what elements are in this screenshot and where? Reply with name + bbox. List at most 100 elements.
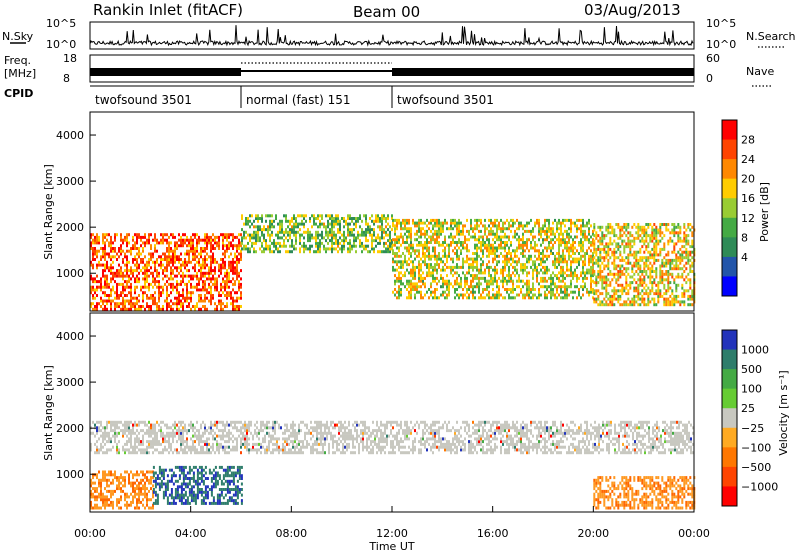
- scatter-cell: [160, 485, 163, 489]
- scatter-cell: [142, 285, 144, 289]
- scatter-cell: [546, 235, 548, 239]
- scatter-cell: [196, 249, 198, 253]
- scatter-cell: [212, 233, 214, 237]
- scatter-cell: [132, 238, 134, 242]
- scatter-cell: [287, 239, 289, 243]
- freq-unit: [MHz]: [4, 67, 36, 80]
- scatter-cell: [412, 285, 414, 289]
- scatter-cell: [295, 247, 297, 251]
- scatter-cell: [422, 252, 424, 255]
- scatter-cell: [335, 222, 337, 226]
- scatter-cell: [206, 490, 209, 494]
- scatter-cell: [627, 272, 630, 276]
- scatter-cell: [504, 235, 506, 239]
- scatter-cell: [482, 249, 484, 253]
- scatter-cell: [118, 448, 120, 452]
- scatter-cell: [556, 238, 558, 242]
- scatter-cell: [176, 496, 179, 500]
- scatter-cell: [202, 260, 204, 264]
- scatter-cell: [184, 260, 186, 264]
- scatter-cell: [466, 243, 468, 247]
- scatter-cell: [218, 235, 220, 239]
- scatter-cell: [548, 235, 550, 239]
- scatter-cell: [106, 448, 108, 452]
- scatter-cell: [325, 250, 327, 254]
- scatter-cell: [160, 285, 162, 289]
- scatter-cell: [148, 470, 150, 474]
- scatter-cell: [484, 279, 486, 283]
- velocity-scatter: [90, 420, 696, 510]
- scatter-cell: [408, 296, 410, 300]
- scatter-cell: [216, 244, 218, 248]
- scatter-cell: [200, 271, 202, 275]
- scatter-cell: [389, 230, 391, 234]
- scatter-cell: [580, 271, 582, 275]
- scatter-cell: [592, 232, 594, 236]
- scatter-cell: [100, 492, 102, 496]
- scatter-cell: [406, 229, 408, 233]
- scatter-cell: [572, 257, 574, 261]
- scatter-cell: [150, 233, 152, 237]
- scatter-cell: [446, 221, 448, 225]
- scatter-cell: [641, 256, 644, 260]
- scatter-cell: [392, 252, 394, 255]
- scatter-cell: [649, 275, 652, 279]
- scatter-cell: [158, 282, 160, 286]
- scatter-cell: [333, 241, 335, 245]
- scatter-cell: [365, 233, 367, 237]
- scatter-cell: [170, 255, 172, 259]
- scatter-cell: [327, 233, 329, 237]
- scatter-cell: [456, 249, 458, 253]
- scatter-cell: [118, 282, 120, 286]
- scatter-cell: [220, 271, 222, 275]
- scatter-cell: [653, 303, 656, 307]
- scatter-cell: [663, 272, 666, 276]
- scatter-cell: [234, 255, 236, 259]
- scatter-cell: [635, 256, 638, 260]
- scatter-cell: [651, 231, 654, 235]
- scatter-cell: [184, 258, 186, 261]
- scatter-cell: [373, 228, 375, 232]
- scatter-cell: [166, 305, 168, 308]
- scatter-cell: [234, 485, 237, 489]
- scatter-cell: [389, 239, 391, 243]
- scatter-cell: [152, 277, 154, 281]
- nsky-tick-top: 10^5: [46, 17, 76, 30]
- scatter-cell: [349, 214, 351, 218]
- scatter-cell: [400, 227, 402, 231]
- scatter-cell: [617, 297, 620, 301]
- scatter-cell: [432, 249, 434, 253]
- scatter-cell: [687, 297, 690, 301]
- scatter-cell: [188, 477, 191, 480]
- scatter-cell: [240, 255, 242, 259]
- scatter-cell: [138, 277, 140, 281]
- scatter-cell: [508, 293, 510, 297]
- scatter-cell: [112, 285, 114, 289]
- scatter-cell: [379, 225, 381, 229]
- scatter-cell: [110, 426, 112, 430]
- scatter-cell: [204, 249, 206, 253]
- scatter-cell: [592, 290, 594, 294]
- scatter-cell: [128, 451, 130, 455]
- scatter-cell: [184, 266, 186, 270]
- scatter-cell: [464, 274, 466, 278]
- scatter-cell: [679, 247, 682, 251]
- scatter-cell: [110, 271, 112, 275]
- scatter-cell: [255, 225, 257, 229]
- scatter-cell: [592, 257, 594, 261]
- scatter-cell: [154, 296, 156, 300]
- scatter-cell: [687, 261, 690, 265]
- scatter-cell: [554, 282, 556, 286]
- scatter-cell: [404, 224, 406, 228]
- scatter-cell: [208, 277, 210, 281]
- scatter-cell: [172, 252, 174, 256]
- scatter-cell: [436, 218, 438, 222]
- scatter-cell: [108, 498, 110, 502]
- scatter-cell: [180, 490, 183, 494]
- scatter-cell: [524, 263, 526, 267]
- scatter-cell: [406, 268, 408, 272]
- scatter-cell: [576, 257, 578, 261]
- scatter-cell: [166, 482, 169, 486]
- scatter-cell: [122, 434, 124, 438]
- scatter-cell: [379, 236, 381, 240]
